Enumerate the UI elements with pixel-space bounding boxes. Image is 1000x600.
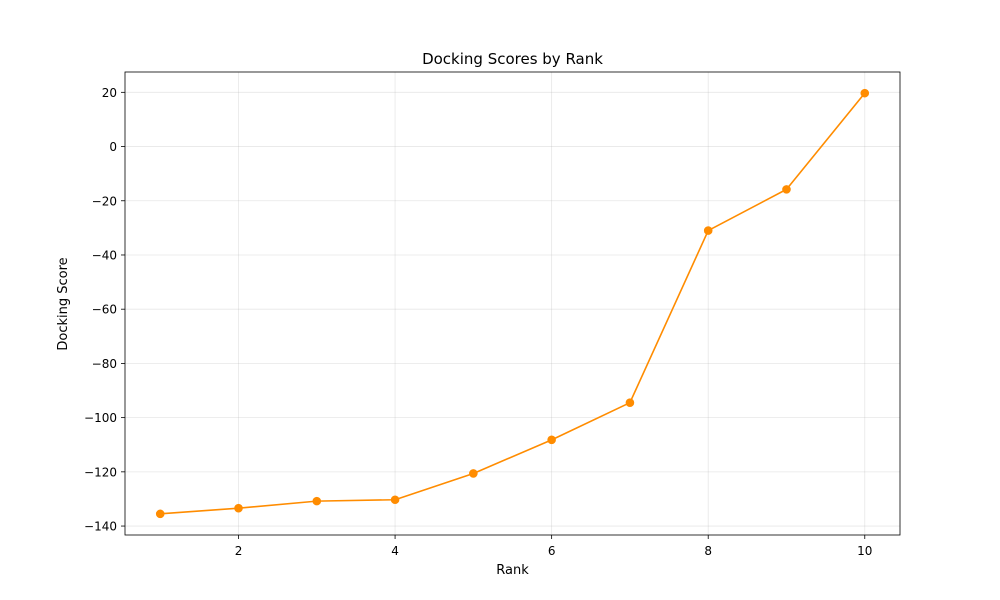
x-tick-label: 4	[391, 544, 399, 558]
x-tick-label: 2	[235, 544, 243, 558]
data-point	[703, 226, 713, 235]
x-tick-label: 10	[857, 544, 872, 558]
data-point	[234, 503, 243, 513]
y-axis-label: Docking Score	[56, 257, 71, 350]
data-point	[312, 496, 322, 506]
series-line	[160, 92, 866, 515]
y-tick-label: 20	[102, 86, 117, 100]
x-tick-label: 8	[704, 544, 712, 558]
data-point	[547, 435, 556, 445]
data-point	[625, 398, 635, 408]
y-tick-label: −80	[92, 357, 117, 371]
axes-frame	[124, 71, 901, 536]
data-point	[469, 469, 478, 478]
data-point	[155, 509, 165, 519]
y-tick-label: −20	[92, 194, 117, 208]
data-point	[390, 495, 400, 505]
y-tick-label: −140	[84, 520, 117, 534]
data-point	[782, 185, 791, 194]
y-tick-label: 0	[109, 140, 117, 154]
y-tick-label: −60	[92, 303, 117, 317]
data-point	[860, 88, 870, 98]
plot-area: 2 4 6 8 10 −140 −120 −100 −80 −60 −40 −20 0 20	[84, 71, 901, 558]
y-tick-label: −40	[92, 248, 117, 262]
chart-title: Docking Scores by Rank	[422, 50, 603, 68]
y-tick-label: −120	[84, 465, 117, 479]
x-axis-label: Rank	[496, 563, 529, 578]
y-tick-label: −100	[84, 411, 117, 425]
x-tick-label: 6	[548, 544, 556, 558]
